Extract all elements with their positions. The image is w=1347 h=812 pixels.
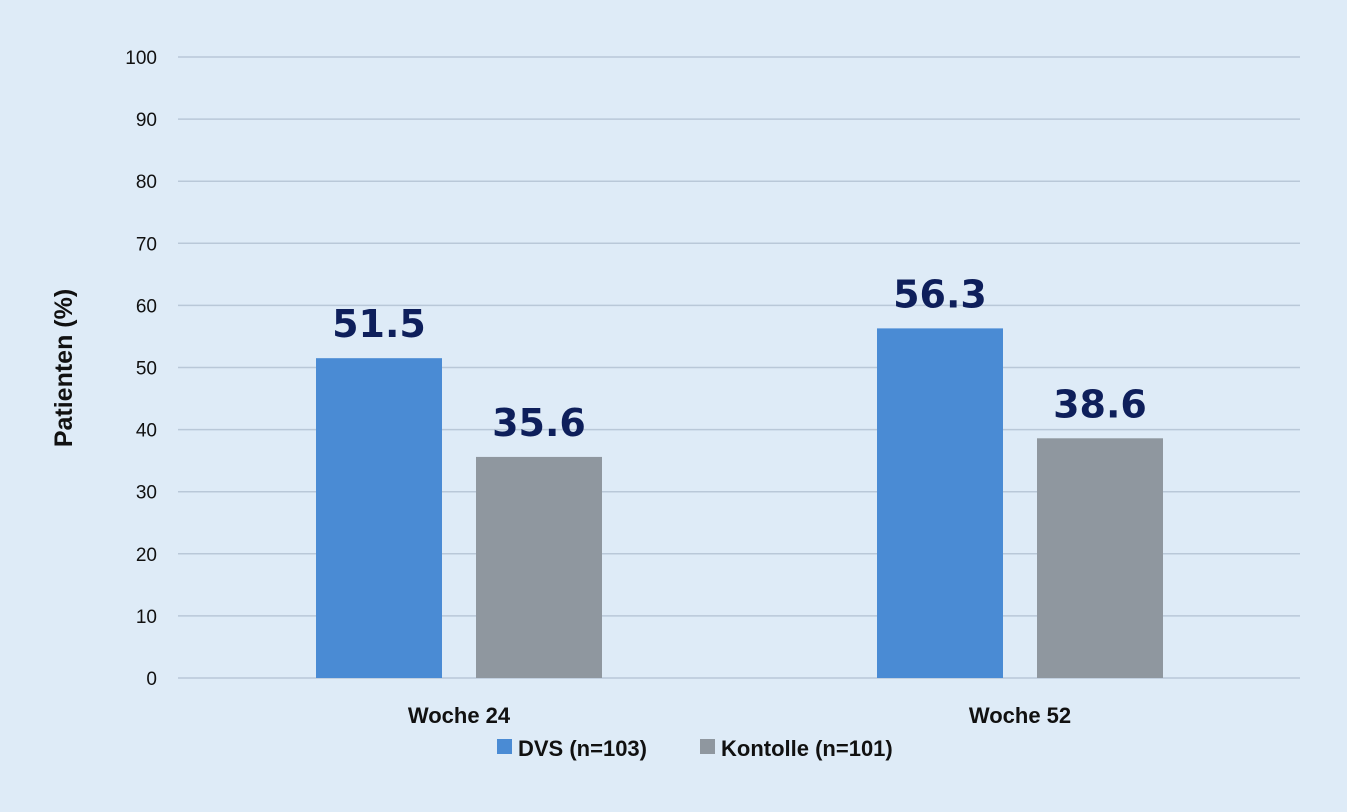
y-tick-label: 90: [136, 110, 157, 131]
legend-item-dvs: DVS (n=103): [497, 736, 647, 761]
y-tick-label: 50: [136, 359, 157, 380]
bar-dvs-1: [316, 358, 442, 678]
x-category-label: Woche 52: [969, 703, 1071, 728]
legend: DVS (n=103) Kontolle (n=101): [497, 736, 893, 761]
legend-item-kontrolle: Kontolle (n=101): [700, 736, 893, 761]
y-tick-label: 20: [136, 545, 157, 566]
data-label: 35.6: [492, 401, 586, 445]
bar-kontrolle-2: [1037, 438, 1163, 678]
y-tick-label: 60: [136, 296, 157, 317]
y-tick-label: 0: [146, 669, 157, 690]
y-axis-label: Patienten (%): [50, 289, 78, 447]
data-labels: 51.5 56.3 35.6 38.6: [332, 272, 1147, 445]
legend-swatch: [700, 739, 715, 754]
legend-swatch: [497, 739, 512, 754]
legend-label: DVS (n=103): [518, 736, 647, 761]
data-label: 51.5: [332, 302, 426, 346]
data-label: 38.6: [1053, 382, 1147, 426]
y-axis-ticks: 0 10 20 30 40 50 60 70 80 90 100: [125, 48, 157, 690]
y-tick-label: 80: [136, 172, 157, 193]
bars: [316, 328, 1163, 678]
bar-kontrolle-1: [476, 456, 602, 678]
x-axis-categories: Woche 24 Woche 52: [408, 703, 1071, 728]
y-tick-label: 10: [136, 607, 157, 628]
y-tick-label: 30: [136, 483, 157, 504]
legend-label: Kontolle (n=101): [721, 736, 893, 761]
data-label: 56.3: [893, 272, 987, 316]
y-tick-label: 100: [125, 48, 157, 69]
y-tick-label: 70: [136, 234, 157, 255]
x-category-label: Woche 24: [408, 703, 511, 728]
y-tick-label: 40: [136, 421, 157, 442]
bar-dvs-2: [877, 328, 1003, 678]
